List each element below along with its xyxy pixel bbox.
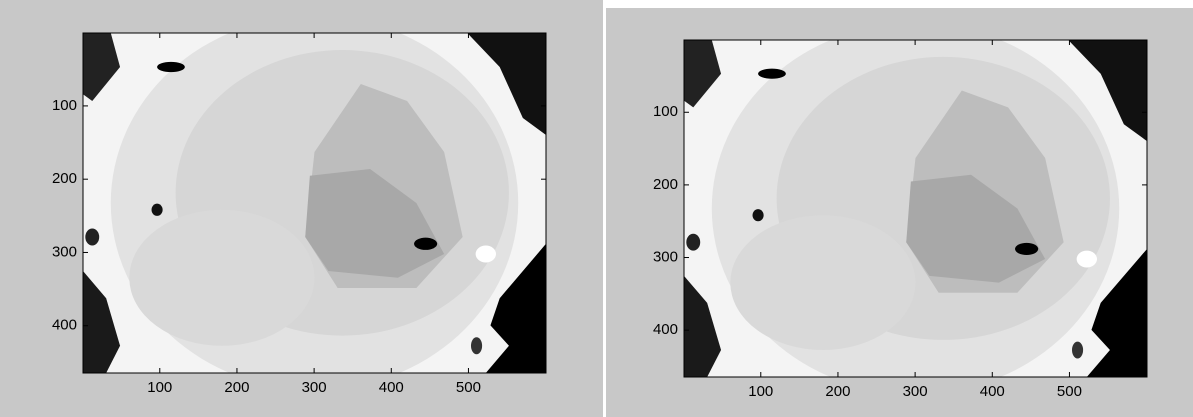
image-region [686, 234, 700, 251]
x-tick-label: 500 [456, 379, 481, 396]
y-tick-label: 400 [52, 317, 77, 334]
image-region [157, 62, 185, 72]
image-region [152, 204, 163, 216]
y-tick-label: 200 [653, 176, 678, 193]
y-tick-label: 200 [52, 170, 77, 187]
x-tick-label: 500 [1057, 383, 1082, 400]
x-tick-label: 200 [224, 379, 249, 396]
image-region [471, 337, 482, 354]
image-region [1077, 251, 1097, 268]
image [684, 23, 1147, 394]
y-tick-label: 100 [52, 97, 77, 114]
image-region [476, 246, 496, 263]
x-tick-label: 400 [379, 379, 404, 396]
x-tick-label: 300 [302, 379, 327, 396]
image-region [1015, 243, 1038, 255]
image-region [758, 69, 786, 79]
image-region [85, 229, 99, 246]
image-region [730, 215, 915, 350]
y-tick-label: 400 [653, 321, 678, 338]
x-tick-label: 300 [903, 383, 928, 400]
x-tick-label: 400 [980, 383, 1005, 400]
figure: 100 200 300 400 500 100 200 300 400 100 200 300 400 5… [0, 0, 1193, 417]
y-tick-label: 100 [653, 103, 678, 120]
x-tick-label: 200 [825, 383, 850, 400]
image-region [129, 210, 314, 346]
image-region [1072, 342, 1083, 359]
x-tick-label: 100 [147, 379, 172, 396]
y-tick-label: 300 [52, 243, 77, 260]
x-tick-label: 100 [748, 383, 773, 400]
image [83, 16, 546, 390]
y-tick-label: 300 [653, 248, 678, 265]
image-region [753, 209, 764, 221]
image-region [414, 238, 437, 250]
